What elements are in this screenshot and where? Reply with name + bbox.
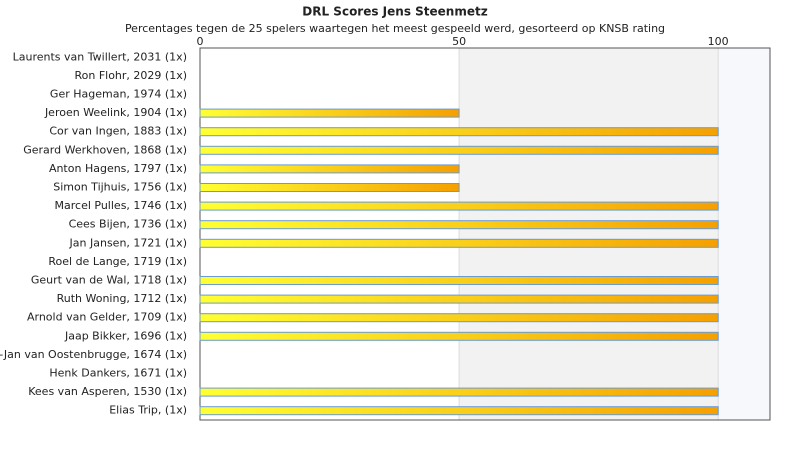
- y-tick-label: Laurents van Twillert, 2031 (1x): [13, 50, 187, 63]
- y-tick-label: Cor van Ingen, 1883 (1x): [49, 125, 187, 138]
- bar: [199, 183, 460, 192]
- y-tick-label: Jaap Bikker, 1696 (1x): [64, 329, 187, 342]
- y-tick-label: Elias Trip, (1x): [109, 404, 187, 417]
- plot-band: [200, 48, 460, 420]
- bar: [199, 201, 719, 211]
- y-tick-label: Kees van Asperen, 1530 (1x): [28, 385, 187, 398]
- y-tick-label: Gerard Werkhoven, 1868 (1x): [23, 143, 187, 156]
- bar: [199, 387, 719, 397]
- y-tick-label: Ron Flohr, 2029 (1x): [74, 69, 187, 82]
- y-tick-label: Ger Hageman, 1974 (1x): [50, 88, 187, 101]
- y-tick-label: Jan Jansen, 1721 (1x): [69, 236, 187, 249]
- bar: [199, 238, 719, 248]
- y-tick-label: Henk Dankers, 1671 (1x): [49, 367, 187, 380]
- x-tick-label: 100: [708, 35, 729, 48]
- bar: [199, 220, 719, 230]
- y-tick-label: Arnold van Gelder, 1709 (1x): [27, 311, 187, 324]
- bar: [199, 127, 719, 137]
- x-tick-label: 0: [197, 35, 204, 48]
- y-tick-label: Gert-Jan van Oostenbrugge, 1674 (1x): [0, 348, 187, 361]
- bar: [199, 406, 719, 416]
- y-tick-label: Roel de Lange, 1719 (1x): [48, 255, 187, 268]
- plot-band: [718, 48, 770, 420]
- bar: [199, 294, 719, 304]
- y-tick-label: Geurt van de Wal, 1718 (1x): [31, 274, 187, 287]
- y-tick-label: Anton Hagens, 1797 (1x): [49, 162, 187, 175]
- y-tick-label: Jeroen Weelink, 1904 (1x): [44, 106, 187, 119]
- x-tick-label: 50: [452, 35, 466, 48]
- bar: [199, 108, 460, 118]
- chart-subtitle: Percentages tegen de 25 spelers waartege…: [125, 22, 665, 35]
- y-tick-label: Ruth Woning, 1712 (1x): [57, 292, 187, 305]
- bar: [199, 313, 719, 323]
- plot-band: [459, 48, 719, 420]
- bar: [199, 164, 460, 174]
- y-tick-label: Simon Tijhuis, 1756 (1x): [53, 181, 187, 194]
- y-tick-label: Marcel Pulles, 1746 (1x): [55, 199, 187, 212]
- bar: [199, 331, 719, 341]
- bar: [199, 276, 719, 285]
- bar: [199, 145, 719, 155]
- plot-border: [199, 47, 771, 421]
- chart-title: DRL Scores Jens Steenmetz: [302, 5, 487, 19]
- y-tick-label: Cees Bijen, 1736 (1x): [69, 218, 187, 231]
